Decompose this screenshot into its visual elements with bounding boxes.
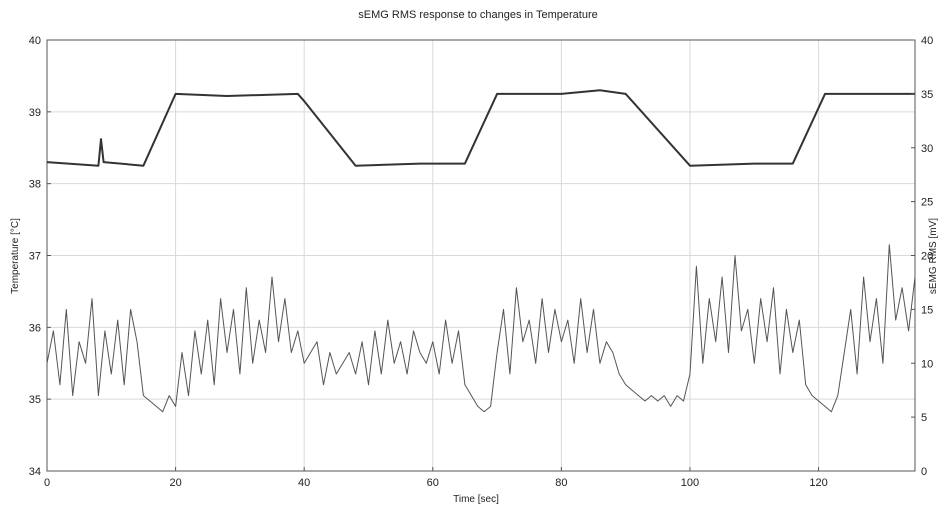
y-axis-label-left: Temperature [°C] <box>10 218 21 294</box>
series-layer <box>46 89 916 413</box>
x-tick-label: 40 <box>298 477 310 489</box>
semg-rms-series-line <box>46 244 916 413</box>
chart-title: sEMG RMS response to changes in Temperat… <box>358 9 597 21</box>
y-tick-label-left: 37 <box>29 251 41 263</box>
y-tick-label-left: 34 <box>29 466 41 478</box>
y-tick-label-right: 25 <box>921 197 933 209</box>
y-tick-label-right: 30 <box>921 143 933 155</box>
x-tick-label: 20 <box>169 477 181 489</box>
y-tick-label-right: 0 <box>921 466 927 478</box>
x-tick-label: 0 <box>44 477 50 489</box>
x-tick-label: 120 <box>809 477 827 489</box>
x-tick-label: 60 <box>427 477 439 489</box>
y-tick-label-right: 15 <box>921 304 933 316</box>
y-tick-label-left: 36 <box>29 322 41 334</box>
x-axis-label: Time [sec] <box>453 494 499 505</box>
y-tick-label-right: 35 <box>921 89 933 101</box>
y-axis-label-right: sEMG RMS [mV] <box>928 218 939 294</box>
grid <box>46 39 915 472</box>
y-tick-label-left: 39 <box>29 107 41 119</box>
x-tick-label: 80 <box>555 477 567 489</box>
y-tick-label-right: 5 <box>921 412 927 424</box>
temperature-series-line <box>46 89 915 167</box>
y-tick-label-right: 40 <box>921 35 933 47</box>
x-tick-label: 100 <box>681 477 699 489</box>
y-tick-label-left: 40 <box>29 35 41 47</box>
y-tick-label-left: 38 <box>29 179 41 191</box>
y-tick-label-left: 35 <box>29 394 41 406</box>
tick-layer: 0 20 40 60 80 100 120 34 35 36 37 38 39 40 0 5 10 15 20 25 3… <box>29 35 934 489</box>
y-tick-label-right: 10 <box>921 358 933 370</box>
y-tick-label-right: 20 <box>921 251 933 263</box>
